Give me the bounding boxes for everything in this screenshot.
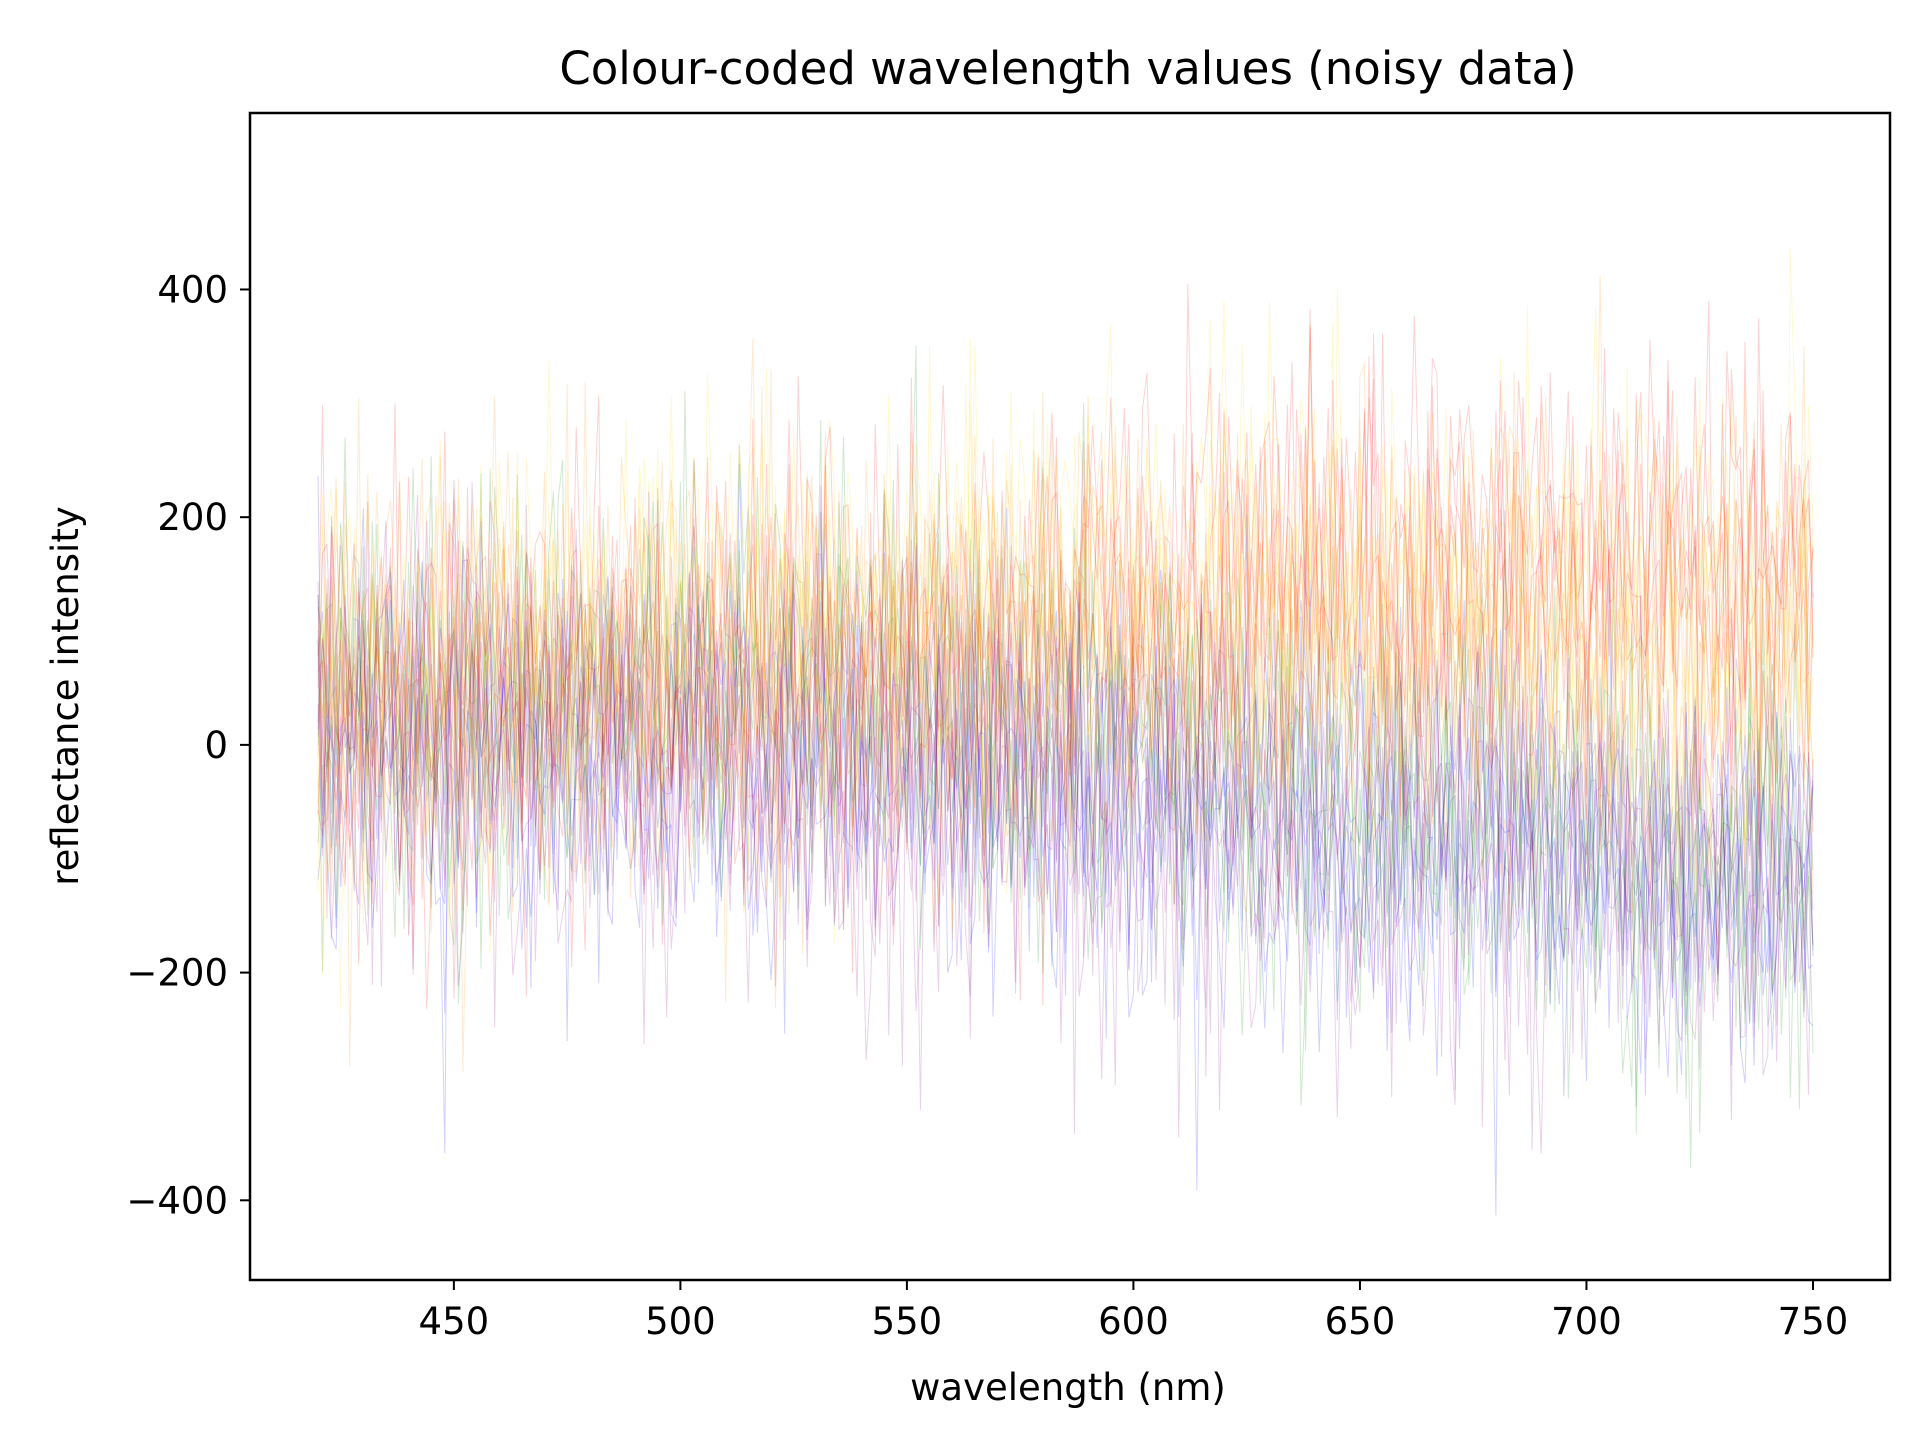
series-line-3-2 [317,315,1814,1009]
x-tick-label: 500 [645,1300,716,1343]
y-tick-label: −200 [126,952,228,995]
y-tick-label: 0 [204,724,228,767]
series-line-1-1 [317,476,1814,1051]
series-line-0-2 [317,507,1814,1054]
series-line-3-3 [317,300,1814,997]
x-tick-label: 600 [1098,1300,1169,1343]
series-line-4-0 [317,345,1814,1067]
x-axis-ticks: 450 500 550 600 650 700 750 [419,1280,1849,1343]
series-line-4-4 [317,372,1814,1003]
y-tick-label: 400 [157,268,228,311]
x-tick-label: 650 [1325,1300,1396,1343]
series-line-2-4 [317,323,1814,974]
series-line-5-1 [317,479,1814,1154]
series-line-3-4 [317,284,1814,1001]
plot-frame [248,111,1892,1282]
series-line-0-4 [317,508,1814,1078]
series-line-0-1 [317,523,1814,1154]
series-line-5-3 [317,485,1814,1150]
series-line-1-2 [317,403,1814,1106]
series-line-5-0 [317,520,1814,1106]
y-tick-label: 200 [157,496,228,539]
series-line-0-3 [317,463,1814,1216]
series-line-2-3 [317,248,1814,980]
series-line-1-0 [317,345,1814,1169]
y-axis-label: reflectance intensity [44,506,87,886]
series-line-4-1 [317,392,1814,948]
chart-title: Colour-coded wavelength values (noisy da… [559,42,1576,95]
x-tick-label: 550 [872,1300,943,1343]
series-line-1-3 [317,420,1814,1134]
series-line-5-2 [317,491,1814,1095]
plot-lines [317,248,1814,1216]
series-line-4-2 [317,338,1814,1072]
x-tick-label: 750 [1778,1300,1849,1343]
x-tick-label: 700 [1551,1300,1622,1343]
x-axis-label: wavelength (nm) [910,1366,1226,1409]
series-line-2-2 [317,301,1814,1010]
y-axis-ticks: −400 −200 0 200 400 [126,268,250,1222]
series-line-1-4 [317,391,1814,1100]
series-line-3-1 [317,308,1814,915]
series-line-2-1 [317,288,1814,912]
series-line-0-0 [317,476,1814,1191]
series-line-2-0 [317,305,1814,943]
x-tick-label: 450 [419,1300,490,1343]
series-line-3-0 [317,356,1814,968]
series-line-4-3 [317,275,1814,937]
y-tick-label: −400 [126,1179,228,1222]
series-line-5-4 [317,481,1814,1134]
